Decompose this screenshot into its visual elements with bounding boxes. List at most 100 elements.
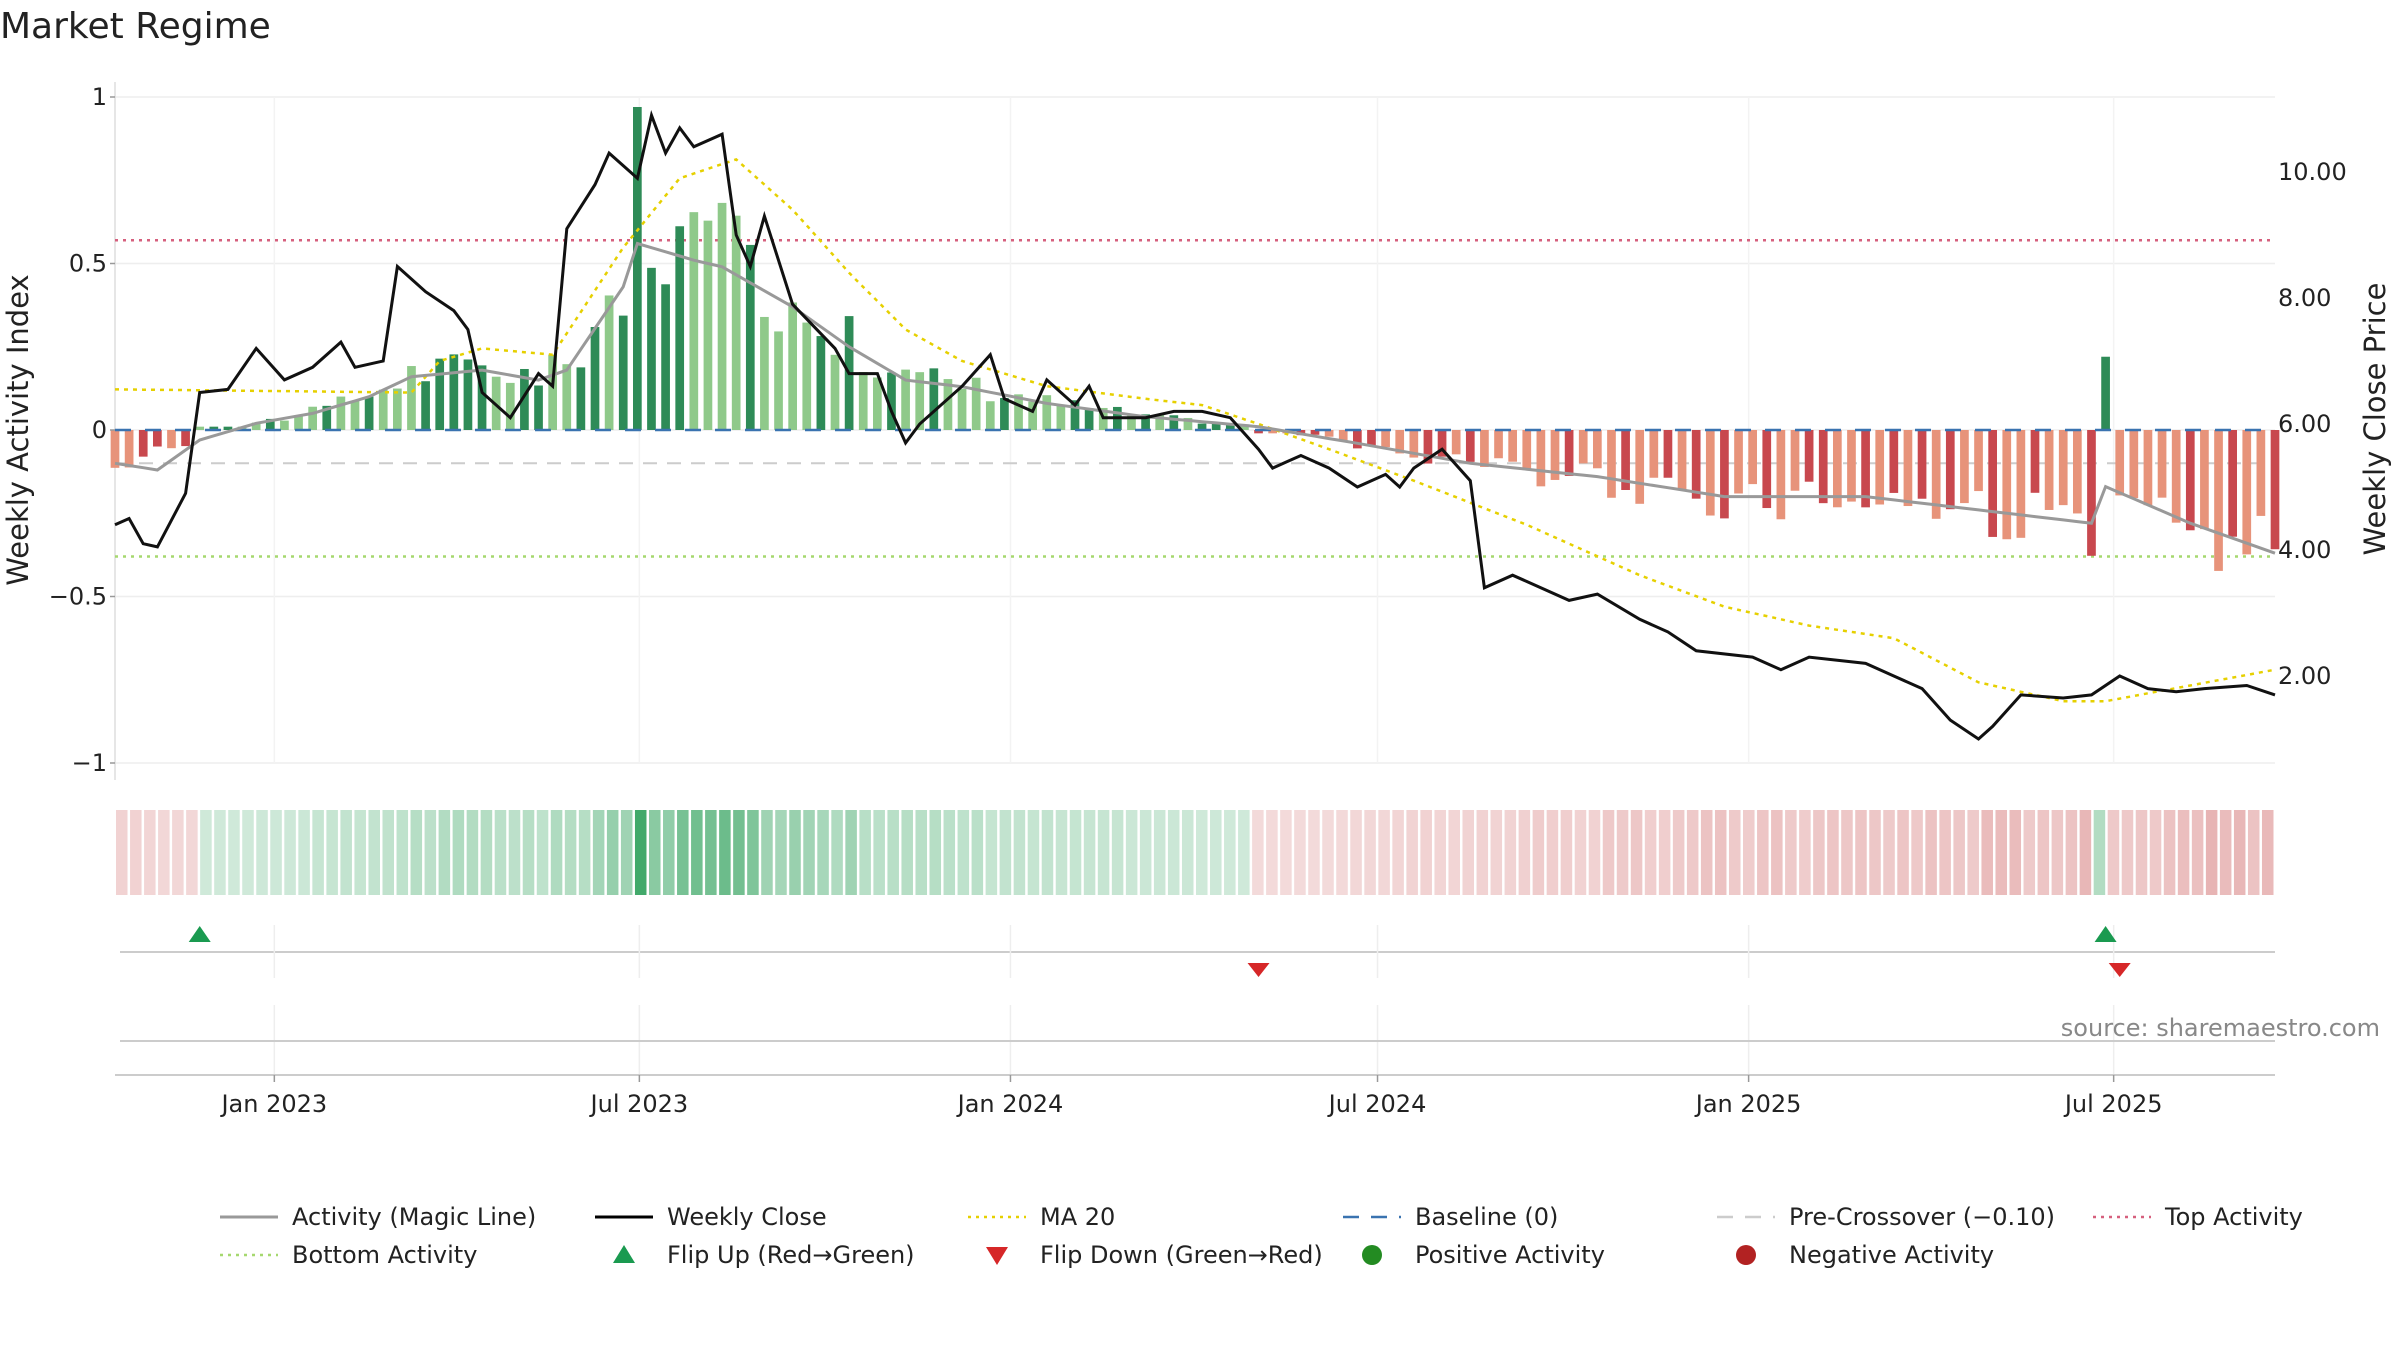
- activity-bar: [604, 295, 614, 430]
- regime-cell: [564, 810, 577, 895]
- activity-bar: [435, 358, 445, 430]
- regime-cell: [1827, 810, 1839, 895]
- regime-cell: [2079, 810, 2092, 895]
- activity-bar: [110, 430, 120, 468]
- activity-bar: [1268, 430, 1277, 434]
- regime-cell: [354, 810, 366, 895]
- legend-item: Negative Activity: [1736, 1241, 1994, 1269]
- legend-item: Positive Activity: [1362, 1241, 1605, 1269]
- activity-bar: [1889, 430, 1899, 493]
- activity-bar: [1508, 430, 1517, 462]
- activity-bar: [1070, 400, 1080, 430]
- activity-bar: [957, 388, 967, 430]
- activity-bar: [774, 331, 783, 430]
- activity-bar: [378, 389, 388, 430]
- regime-cell: [1224, 810, 1236, 895]
- regime-cell: [1139, 810, 1152, 895]
- regime-cell: [859, 810, 871, 895]
- regime-cell: [2009, 810, 2022, 895]
- regime-cell: [677, 810, 689, 895]
- regime-cell: [2261, 810, 2274, 895]
- regime-cell: [396, 810, 409, 895]
- activity-bar: [873, 377, 882, 430]
- x-tick-label: Jan 2023: [219, 1090, 327, 1118]
- regime-cell: [943, 810, 956, 895]
- activity-bar: [2242, 430, 2252, 555]
- regime-cell: [901, 810, 913, 895]
- regime-cell: [915, 810, 928, 895]
- legend-swatch: [1362, 1245, 1382, 1265]
- activity-bar: [1367, 430, 1376, 447]
- activity-bar: [265, 418, 275, 430]
- regime-cell: [424, 810, 437, 895]
- activity-bar: [2157, 430, 2167, 498]
- right-tick-label: 6.00: [2278, 410, 2331, 438]
- activity-bar: [1494, 430, 1503, 459]
- regime-cell: [1027, 810, 1040, 895]
- activity-bar: [1254, 430, 1263, 434]
- regime-cell: [1925, 810, 1937, 895]
- activity-bar: [1593, 430, 1602, 469]
- ma20-line: [114, 157, 2276, 703]
- regime-cell: [2135, 810, 2148, 895]
- activity-bar: [562, 364, 572, 430]
- regime-cell: [2247, 810, 2260, 895]
- activity-bar: [463, 359, 473, 430]
- legend-label: Activity (Magic Line): [292, 1203, 536, 1231]
- activity-bar: [1169, 415, 1179, 430]
- activity-bar: [1818, 430, 1828, 504]
- activity-bar: [1705, 430, 1715, 516]
- activity-bar: [1790, 430, 1800, 491]
- activity-bar: [2256, 430, 2266, 516]
- regime-cell: [2177, 810, 2190, 895]
- regime-cell: [1771, 810, 1783, 895]
- regime-cell: [1813, 810, 1825, 895]
- regime-cell: [2219, 810, 2232, 895]
- regime-cell: [1995, 810, 2008, 895]
- legend-label: Positive Activity: [1415, 1241, 1605, 1269]
- regime-cell: [270, 810, 282, 895]
- activity-bar: [887, 372, 896, 430]
- x-tick-label: Jan 2025: [1694, 1090, 1802, 1118]
- legend-label: Flip Up (Red→Green): [667, 1241, 915, 1269]
- regime-cell: [887, 810, 899, 895]
- regime-cell: [1125, 810, 1138, 895]
- activity-bar: [1000, 398, 1009, 430]
- regime-cell: [130, 810, 142, 895]
- activity-bar: [2044, 430, 2054, 510]
- activity-bar: [1635, 430, 1645, 504]
- regime-cell: [1111, 810, 1124, 895]
- regime-cell: [1939, 810, 1951, 895]
- regime-cell: [1897, 810, 1909, 895]
- activity-bar: [1974, 430, 1983, 492]
- activity-bar: [717, 202, 727, 430]
- regime-cell: [508, 810, 521, 895]
- regime-cell: [1294, 810, 1306, 895]
- activity-bar: [1988, 430, 1997, 537]
- regime-strip: [116, 810, 2274, 895]
- legend-item: Pre-Crossover (−0.10): [1717, 1203, 2055, 1231]
- activity-bar: [2016, 430, 2026, 538]
- activity-bar: [153, 430, 162, 447]
- regime-cell: [592, 810, 605, 895]
- flip-down-marker: [2108, 963, 2131, 977]
- regime-cell: [1238, 810, 1250, 895]
- activity-bar: [1395, 430, 1405, 454]
- activity-bar: [407, 366, 416, 430]
- regime-cell: [200, 810, 212, 895]
- activity-bar: [1197, 423, 1207, 430]
- legend-item: Bottom Activity: [220, 1241, 477, 1269]
- legend: Activity (Magic Line) Weekly Close MA 20 Ba…: [220, 1203, 2303, 1269]
- activity-bar: [393, 388, 402, 430]
- legend-label: Weekly Close: [667, 1203, 827, 1231]
- regime-cell: [1630, 810, 1643, 895]
- regime-cell: [1181, 810, 1194, 895]
- activity-bar: [477, 365, 487, 430]
- activity-bar: [534, 385, 543, 430]
- regime-cell: [578, 810, 591, 895]
- activity-bar: [1536, 430, 1546, 487]
- regime-cell: [1406, 810, 1418, 895]
- regime-cell: [228, 810, 240, 895]
- activity-bar: [2087, 430, 2096, 556]
- legend-label: Bottom Activity: [292, 1241, 477, 1269]
